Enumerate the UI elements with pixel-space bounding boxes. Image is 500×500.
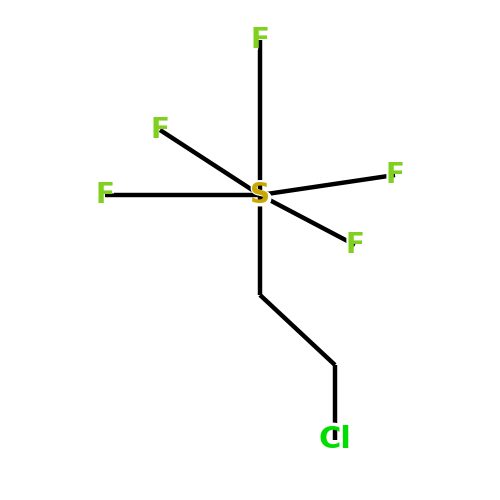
Text: F: F: [92, 178, 118, 212]
Text: Cl: Cl: [314, 421, 356, 459]
Text: F: F: [382, 158, 407, 192]
Text: F: F: [342, 228, 367, 262]
Text: F: F: [148, 113, 172, 147]
Text: F: F: [150, 116, 170, 144]
Text: F: F: [248, 23, 272, 57]
Text: F: F: [96, 181, 114, 209]
Text: F: F: [250, 26, 270, 54]
Text: S: S: [247, 178, 273, 212]
Text: F: F: [386, 161, 404, 189]
Text: S: S: [250, 181, 270, 209]
Text: F: F: [346, 231, 364, 259]
Text: Cl: Cl: [318, 426, 352, 454]
